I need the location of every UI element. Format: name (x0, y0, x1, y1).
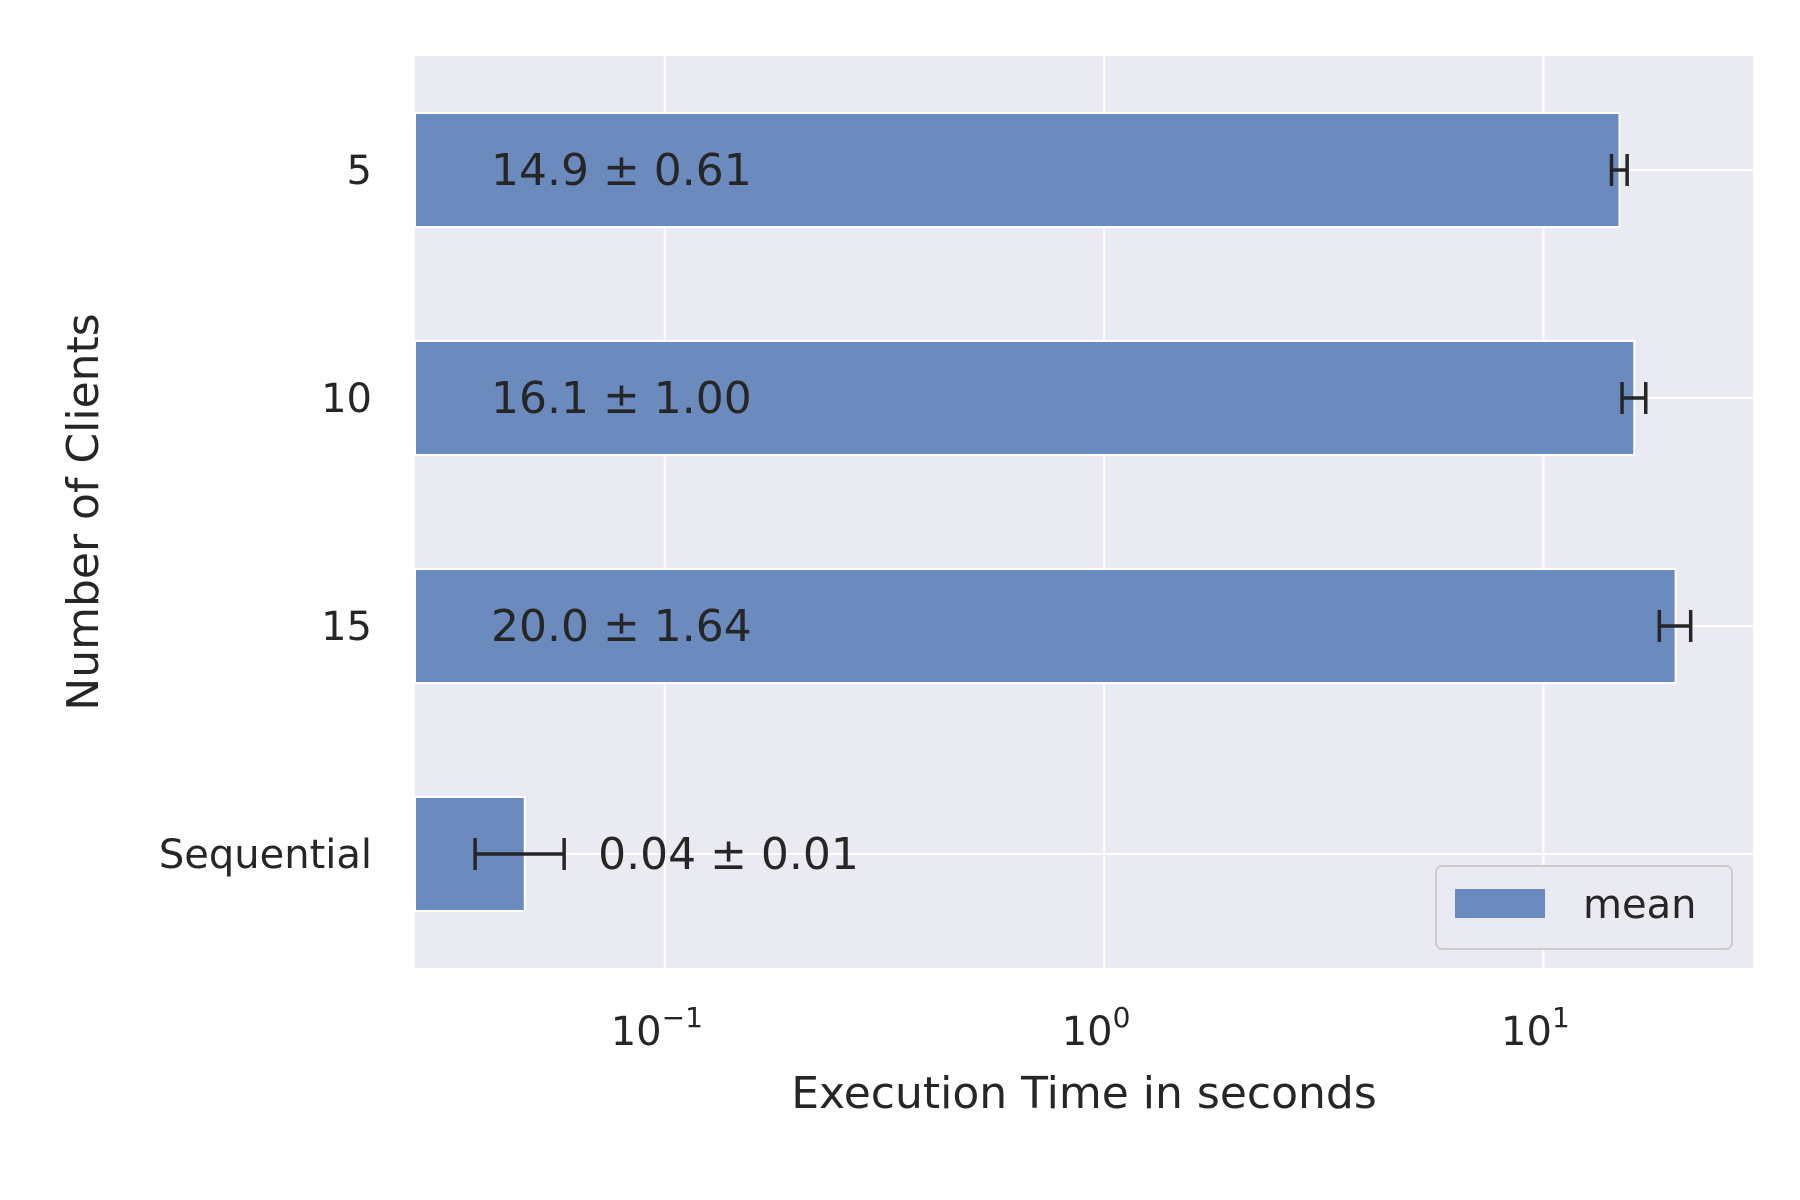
bar-label-0: 14.9 ± 0.61 (491, 145, 752, 196)
legend-swatch (1455, 889, 1545, 918)
error-bars (473, 154, 1693, 870)
bar-label-2: 20.0 ± 1.64 (491, 601, 752, 652)
bar-value-labels: 14.9 ± 0.61 16.1 ± 1.00 20.0 ± 1.64 0.04 ± … (491, 145, 859, 880)
bar-2 (414, 568, 1677, 684)
x-tick-label-2: 101 (1501, 1001, 1570, 1055)
x-tick-label-1: 100 (1062, 1001, 1131, 1055)
error-bar-0 (1609, 154, 1629, 186)
x-tick-labels: 10−1 100 101 (611, 1001, 1570, 1055)
bar-label-1: 16.1 ± 1.00 (491, 373, 752, 424)
y-axis-label: Number of Clients (58, 313, 109, 710)
y-tick-label-0: 5 (347, 148, 372, 194)
legend: mean (1435, 865, 1733, 950)
legend-frame (1435, 865, 1733, 950)
y-tick-labels: 5 10 15 Sequential (159, 148, 372, 878)
y-tick-label-3: Sequential (159, 832, 372, 878)
bars (414, 112, 1677, 912)
bar-1 (414, 340, 1636, 456)
x-axis-label: Execution Time in seconds (791, 1068, 1377, 1119)
y-tick-label-2: 15 (321, 604, 372, 650)
x-tick-label-0: 10−1 (611, 1001, 703, 1055)
error-bar-1 (1620, 382, 1648, 414)
error-bar-3 (473, 838, 566, 870)
bar-label-3: 0.04 ± 0.01 (598, 829, 859, 880)
error-bar-2 (1657, 610, 1693, 642)
legend-label-mean: mean (1583, 882, 1696, 928)
y-tick-label-1: 10 (321, 376, 372, 422)
